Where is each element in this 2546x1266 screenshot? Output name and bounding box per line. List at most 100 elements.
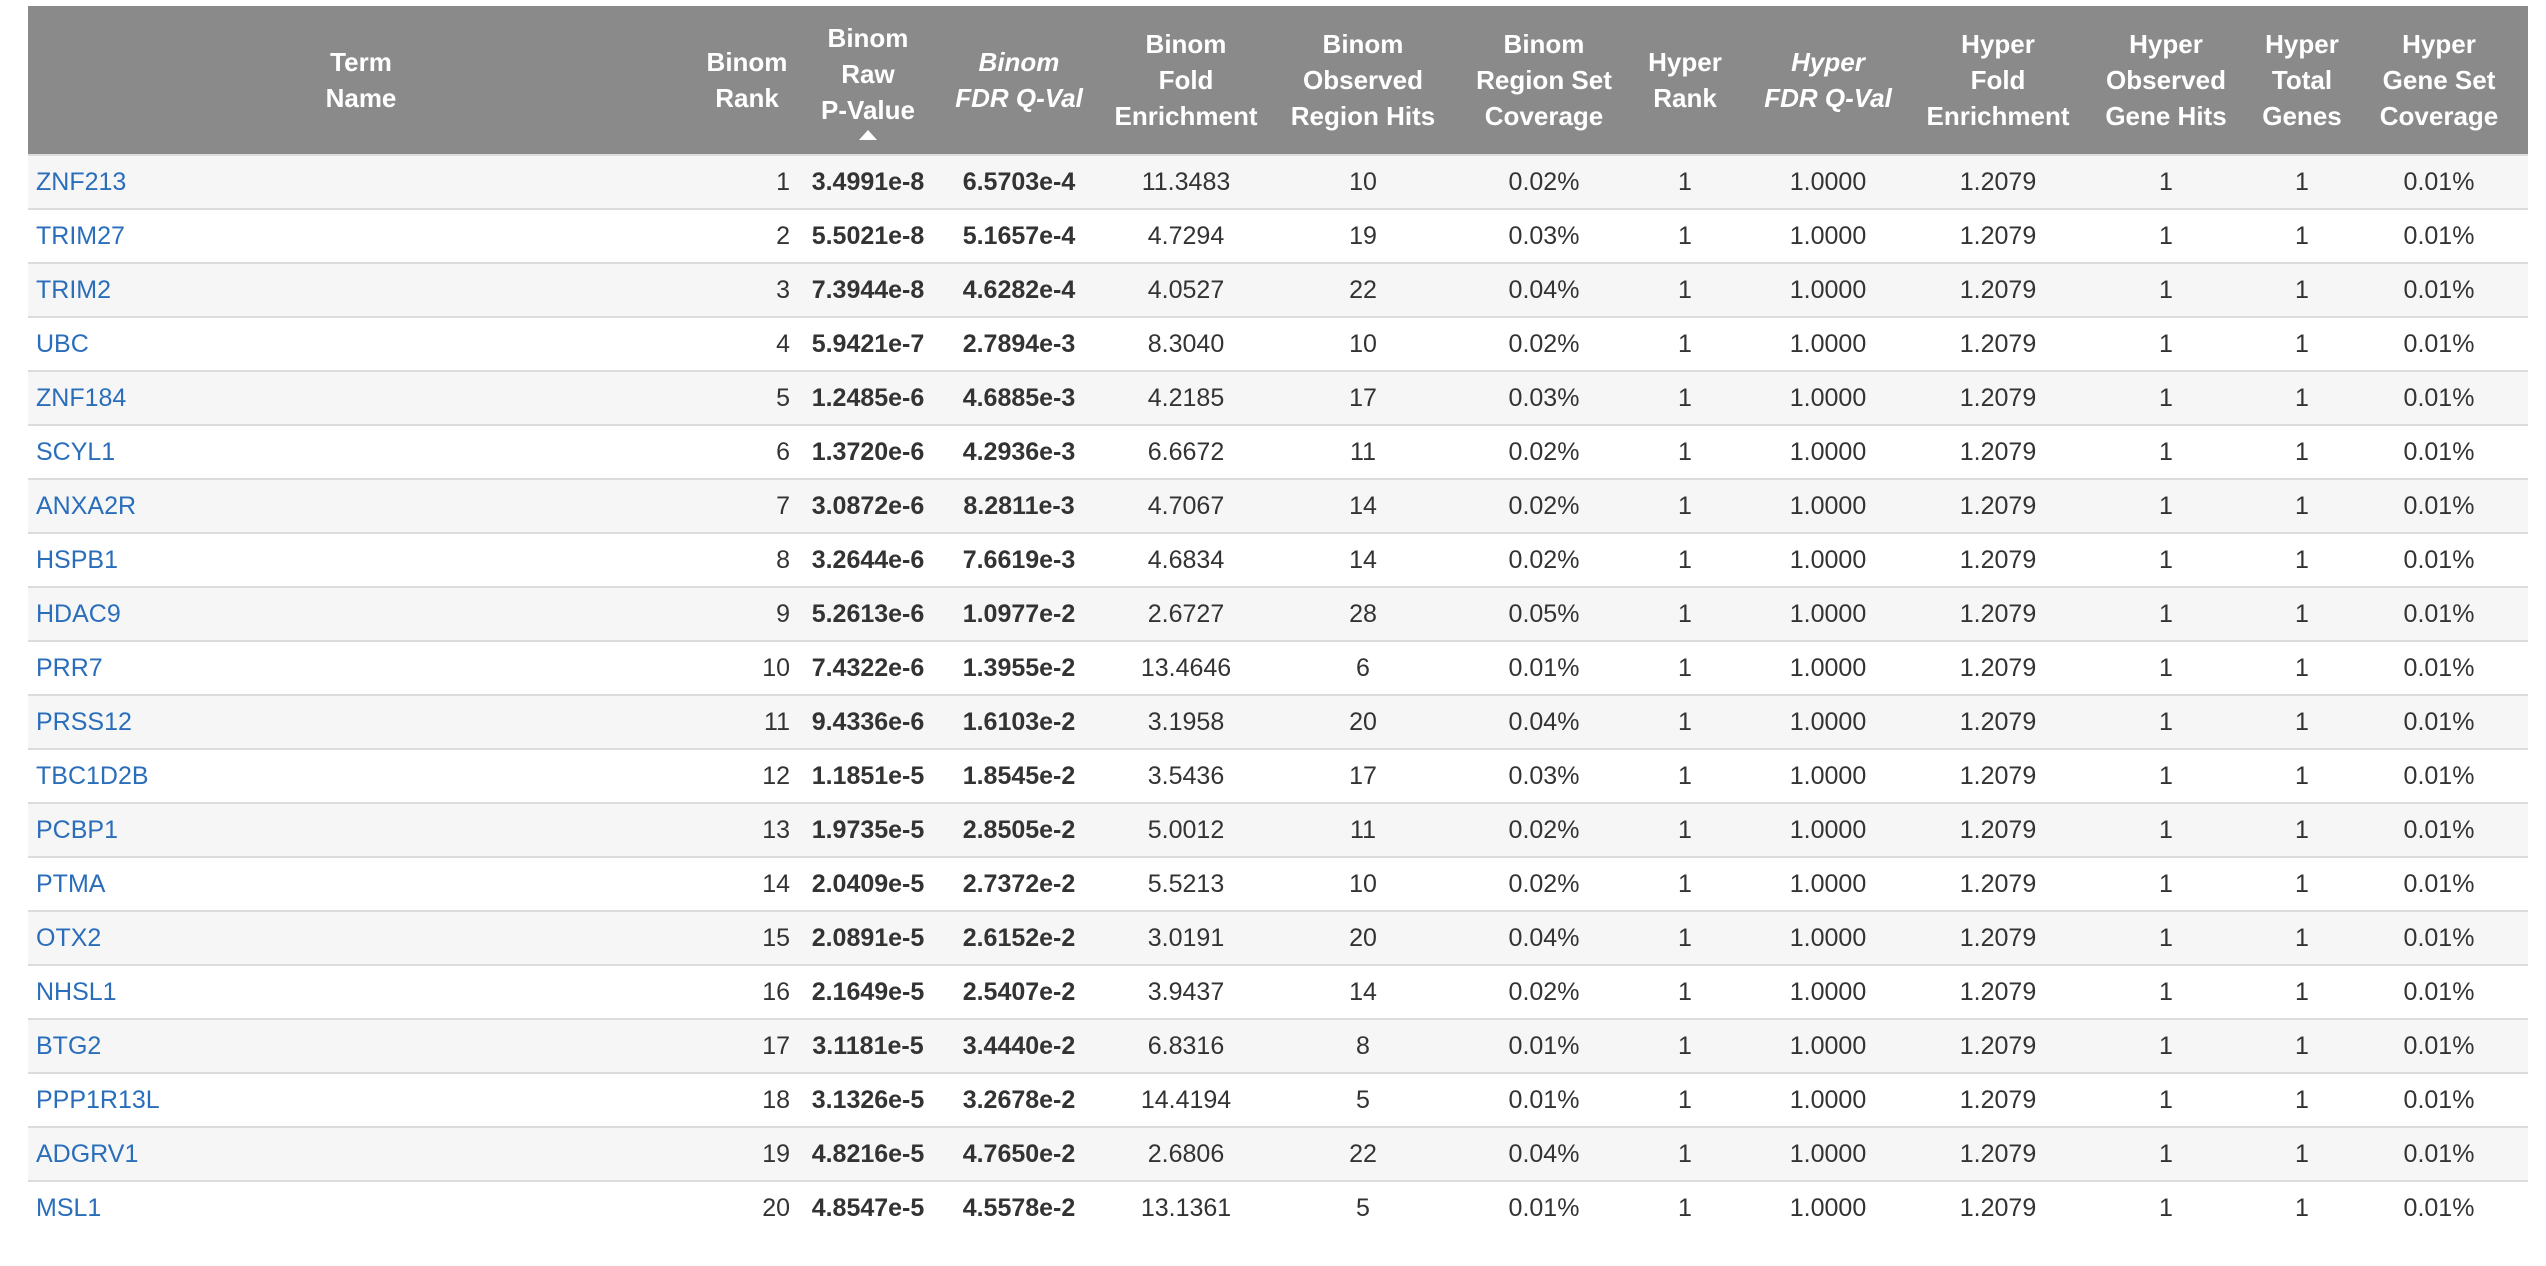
header-hyper-total-genes[interactable]: Hyper Total Genes [2254,6,2350,155]
cell-binom-region-set-coverage: 0.01% [1456,1018,1632,1073]
cell-hyper-observed-gene-hits: 1 [2078,262,2254,317]
cell-hyper-rank: 1 [1632,1126,1738,1181]
cell-binom-raw-p-value: 4.8216e-5 [800,1126,936,1181]
cell-binom-rank: 20 [694,1180,800,1235]
cell-binom-fdr-q-val: 6.5703e-4 [936,154,1102,209]
cell-binom-rank: 15 [694,910,800,965]
header-binom-raw-p-value[interactable]: Binom Raw P-Value [800,6,936,155]
cell-hyper-fdr-q-val: 1.0000 [1738,856,1918,911]
cell-binom-rank: 9 [694,586,800,641]
cell-hyper-fold-enrichment: 1.2079 [1918,532,2078,587]
cell-hyper-total-genes: 1 [2254,748,2350,803]
header-binom-rank[interactable]: Binom Rank [694,6,800,155]
table-row: UBC 4 5.9421e-7 2.7894e-3 8.3040 10 0.02% 1 1.00… [28,316,2528,371]
cell-binom-fold-enrichment: 2.6727 [1102,586,1270,641]
header-hyper-gene-set-coverage[interactable]: Hyper Gene Set Coverage [2350,6,2528,155]
term-name-link[interactable]: TRIM2 [36,275,111,304]
cell-hyper-total-genes: 1 [2254,478,2350,533]
header-binom-region-set-coverage[interactable]: Binom Region Set Coverage [1456,6,1632,155]
results-table-container: Term Name Binom Rank Binom Raw P-Value B… [28,6,2528,1235]
cell-term-name: NHSL1 [28,964,694,1019]
cell-binom-fdr-q-val: 1.3955e-2 [936,640,1102,695]
header-binom-observed-region-hits[interactable]: Binom Observed Region Hits [1270,6,1456,155]
header-binom-fold-enrichment[interactable]: Binom Fold Enrichment [1102,6,1270,155]
cell-hyper-rank: 1 [1632,910,1738,965]
cell-binom-fold-enrichment: 5.5213 [1102,856,1270,911]
term-name-link[interactable]: PRSS12 [36,707,132,736]
cell-binom-raw-p-value: 3.4991e-8 [800,154,936,209]
cell-binom-region-set-coverage: 0.01% [1456,1072,1632,1127]
cell-hyper-total-genes: 1 [2254,694,2350,749]
cell-hyper-total-genes: 1 [2254,586,2350,641]
cell-hyper-fold-enrichment: 1.2079 [1918,424,2078,479]
cell-hyper-total-genes: 1 [2254,802,2350,857]
term-name-link[interactable]: ANXA2R [36,491,137,520]
cell-hyper-observed-gene-hits: 1 [2078,1126,2254,1181]
term-name-link[interactable]: ZNF213 [36,167,127,196]
cell-hyper-observed-gene-hits: 1 [2078,1018,2254,1073]
cell-term-name: HSPB1 [28,532,694,587]
cell-binom-region-set-coverage: 0.02% [1456,856,1632,911]
cell-hyper-gene-set-coverage: 0.01% [2350,856,2528,911]
cell-binom-fold-enrichment: 13.4646 [1102,640,1270,695]
cell-term-name: PCBP1 [28,802,694,857]
cell-binom-raw-p-value: 9.4336e-6 [800,694,936,749]
cell-binom-observed-region-hits: 11 [1270,802,1456,857]
term-name-link[interactable]: PTMA [36,869,106,898]
cell-hyper-fdr-q-val: 1.0000 [1738,748,1918,803]
cell-binom-observed-region-hits: 28 [1270,586,1456,641]
term-name-link[interactable]: UBC [36,329,89,358]
cell-hyper-fold-enrichment: 1.2079 [1918,1180,2078,1235]
cell-hyper-rank: 1 [1632,640,1738,695]
term-name-link[interactable]: BTG2 [36,1031,102,1060]
cell-binom-rank: 16 [694,964,800,1019]
cell-binom-rank: 10 [694,640,800,695]
cell-binom-raw-p-value: 1.3720e-6 [800,424,936,479]
cell-hyper-rank: 1 [1632,208,1738,263]
cell-binom-observed-region-hits: 10 [1270,316,1456,371]
cell-hyper-total-genes: 1 [2254,316,2350,371]
term-name-link[interactable]: PRR7 [36,653,103,682]
cell-hyper-observed-gene-hits: 1 [2078,910,2254,965]
header-hyper-fdr-q-val[interactable]: Hyper FDR Q-Val [1738,6,1918,155]
header-hyper-fold-enrichment[interactable]: Hyper Fold Enrichment [1918,6,2078,155]
cell-hyper-fdr-q-val: 1.0000 [1738,910,1918,965]
header-binom-fdr-q-val[interactable]: Binom FDR Q-Val [936,6,1102,155]
cell-binom-rank: 19 [694,1126,800,1181]
cell-binom-raw-p-value: 4.8547e-5 [800,1180,936,1235]
cell-hyper-fdr-q-val: 1.0000 [1738,1180,1918,1235]
cell-hyper-fold-enrichment: 1.2079 [1918,478,2078,533]
term-name-link[interactable]: TRIM27 [36,221,125,250]
term-name-link[interactable]: NHSL1 [36,977,117,1006]
cell-hyper-fdr-q-val: 1.0000 [1738,154,1918,209]
cell-term-name: UBC [28,316,694,371]
term-name-link[interactable]: ADGRV1 [36,1139,139,1168]
cell-binom-region-set-coverage: 0.04% [1456,910,1632,965]
cell-hyper-gene-set-coverage: 0.01% [2350,532,2528,587]
header-hyper-rank[interactable]: Hyper Rank [1632,6,1738,155]
cell-hyper-gene-set-coverage: 0.01% [2350,424,2528,479]
term-name-link[interactable]: HSPB1 [36,545,118,574]
results-table: Term Name Binom Rank Binom Raw P-Value B… [28,6,2528,1235]
table-row: TRIM2 3 7.3944e-8 4.6282e-4 4.0527 22 0.04% 1 1.… [28,262,2528,317]
term-name-link[interactable]: HDAC9 [36,599,121,628]
cell-hyper-gene-set-coverage: 0.01% [2350,802,2528,857]
term-name-link[interactable]: OTX2 [36,923,102,952]
term-name-link[interactable]: MSL1 [36,1194,102,1222]
cell-binom-observed-region-hits: 17 [1270,748,1456,803]
table-row: ZNF213 1 3.4991e-8 6.5703e-4 11.3483 10 0.02% 1… [28,154,2528,209]
header-hyper-observed-gene-hits[interactable]: Hyper Observed Gene Hits [2078,6,2254,155]
cell-hyper-rank: 1 [1632,802,1738,857]
table-row: ANXA2R 7 3.0872e-6 8.2811e-3 4.7067 14 0.02% 1 1… [28,478,2528,533]
cell-binom-observed-region-hits: 10 [1270,856,1456,911]
term-name-link[interactable]: PCBP1 [36,815,118,844]
term-name-link[interactable]: SCYL1 [36,437,116,466]
cell-binom-rank: 12 [694,748,800,803]
cell-binom-region-set-coverage: 0.02% [1456,964,1632,1019]
header-term-name[interactable]: Term Name [28,6,694,155]
term-name-link[interactable]: PPP1R13L [36,1085,160,1114]
term-name-link[interactable]: TBC1D2B [36,761,149,790]
term-name-link[interactable]: ZNF184 [36,383,127,412]
cell-binom-fdr-q-val: 4.5578e-2 [936,1180,1102,1235]
cell-binom-region-set-coverage: 0.02% [1456,532,1632,587]
